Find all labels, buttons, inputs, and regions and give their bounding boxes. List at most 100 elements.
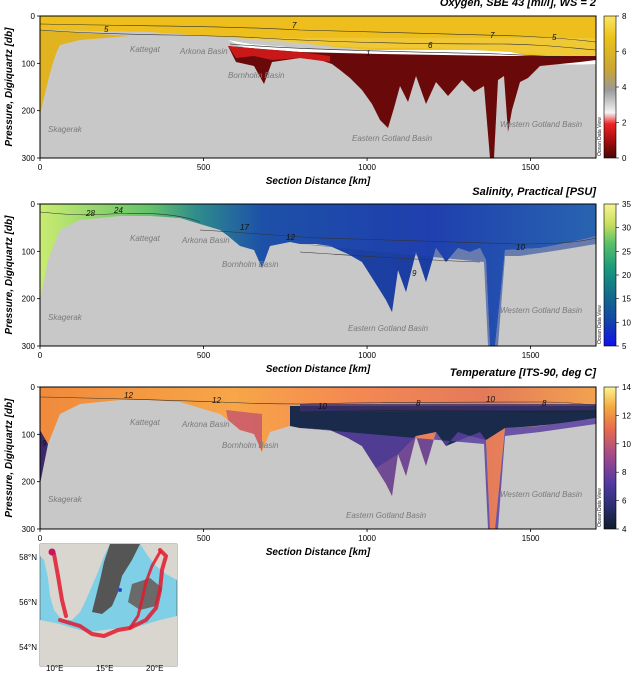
watermark: Ocean Data View <box>597 117 603 156</box>
basin-label: Western Gotland Basin <box>500 306 583 315</box>
oxygen-deep-hypoxic <box>228 46 596 158</box>
x-tick-label: 0 <box>38 351 43 360</box>
x-tick-label: 1500 <box>522 163 540 172</box>
basin-label: Kattegat <box>130 234 161 243</box>
temperature-deep-water <box>300 418 596 529</box>
x-tick-label: 1500 <box>522 534 540 543</box>
basin-label: Skagerak <box>48 495 83 504</box>
salinity-water <box>40 204 596 346</box>
station-marker <box>48 548 56 556</box>
station-marker <box>118 588 122 592</box>
basin-label: Bornholm Basin <box>222 260 279 269</box>
map-lon-label: 20°E <box>146 664 163 672</box>
colorbar <box>603 203 617 347</box>
basin-label: Eastern Gotland Basin <box>352 134 433 143</box>
x-tick-label: 500 <box>197 534 211 543</box>
colorbar-tick-label: 30 <box>622 224 631 233</box>
contour-line <box>299 410 596 413</box>
panel-oxygen: Oxygen, SBE 43 [ml/l], WS = 2 5 7 6 7 5 … <box>39 0 617 159</box>
map-lat-label: 56°N <box>19 598 37 607</box>
colorbar-tick-label: 6 <box>622 48 627 57</box>
y-tick-label: 200 <box>22 295 36 304</box>
y-axis-label: Pressure, Digiquartz [db] <box>4 215 15 335</box>
map-lat-label: 54°N <box>19 643 37 652</box>
x-axis-label: Section Distance [km] <box>266 364 371 375</box>
x-tick-label: 0 <box>38 534 43 543</box>
y-tick-label: 100 <box>22 430 36 439</box>
contour-label: 8 <box>416 399 421 408</box>
contour-label: 9 <box>42 439 47 448</box>
cruise-track <box>52 552 68 618</box>
x-axis-label: Section Distance [km] <box>266 547 371 558</box>
oxygen-skagerak-water <box>40 30 130 115</box>
salinity-deep-water <box>300 236 596 346</box>
colorbar-tick-label: 6 <box>622 497 627 506</box>
colorbar-tick-label: 8 <box>622 12 627 21</box>
contour-label: 28 <box>85 209 95 218</box>
y-tick-label: 0 <box>31 383 36 392</box>
x-tick-label: 1000 <box>358 534 376 543</box>
contour-label: 8 <box>542 399 547 408</box>
temperature-skagerak-deep <box>40 430 48 484</box>
contour-label: 12 <box>212 396 221 405</box>
colorbar-tick-label: 0 <box>622 154 627 163</box>
basin-label: Kattegat <box>130 45 161 54</box>
colorbar-tick-label: 20 <box>622 271 631 280</box>
map-inset: 58°N 56°N 54°N 10°E 15°E 20°E <box>19 543 178 673</box>
contour-line <box>299 401 597 407</box>
map-baltic-deep <box>128 578 162 610</box>
panel-title: Oxygen, SBE 43 [ml/l], WS = 2 <box>440 0 596 9</box>
colorbar-tick-label: 10 <box>622 318 631 327</box>
contour-label: 9 <box>412 269 417 278</box>
basin-label: Skagerak <box>48 125 83 134</box>
temperature-bornholm-water <box>226 410 262 452</box>
colorbar-tick-label: 10 <box>622 440 631 449</box>
contour-label: 10 <box>516 243 525 252</box>
map-lon-label: 10°E <box>46 664 63 672</box>
x-axis-label: Section Distance [km] <box>266 176 371 187</box>
contour-line <box>39 23 597 43</box>
y-tick-label: 0 <box>31 200 36 209</box>
contour-label: 1 <box>366 49 370 58</box>
panel-temperature: Temperature [ITS-90, deg C] 12 12 10 8 1… <box>39 367 617 530</box>
basin-label: Arkona Basin <box>179 47 228 56</box>
y-tick-label: 300 <box>22 154 36 163</box>
map-land-south <box>40 616 177 666</box>
contour-line <box>199 229 597 245</box>
map-land-finland <box>140 544 177 580</box>
contour-label: 17 <box>240 223 249 232</box>
colorbar-tick-label: 14 <box>622 383 631 392</box>
colorbar-tick-label: 35 <box>622 200 631 209</box>
colorbar-tick-label: 4 <box>622 525 627 534</box>
cruise-track <box>128 550 162 630</box>
colorbar-tick-label: 2 <box>622 119 627 128</box>
plot-frame <box>39 386 597 530</box>
contour-line <box>39 29 597 51</box>
basin-label: Eastern Gotland Basin <box>346 511 427 520</box>
basin-label: Western Gotland Basin <box>500 120 583 129</box>
map-land-sweden <box>92 544 140 614</box>
basin-label: Western Gotland Basin <box>500 490 583 499</box>
temperature-thermocline <box>300 404 596 412</box>
colorbar-tick-label: 12 <box>622 411 631 420</box>
contour-label: 5 <box>104 25 109 34</box>
colorbar-tick-label: 5 <box>622 342 627 351</box>
oxygen-upper-water <box>230 38 596 57</box>
contour-label: 12 <box>124 391 133 400</box>
y-tick-label: 0 <box>31 12 36 21</box>
basin-label: Bornholm Basin <box>222 441 279 450</box>
colorbar-tick-label: 25 <box>622 247 631 256</box>
cruise-track <box>58 548 168 638</box>
y-tick-label: 100 <box>22 59 36 68</box>
y-tick-label: 300 <box>22 342 36 351</box>
contour-line <box>299 251 481 263</box>
x-tick-label: 500 <box>197 351 211 360</box>
colorbar <box>603 15 617 159</box>
contour-label: 7 <box>490 31 495 40</box>
basin-label: Bornholm Basin <box>228 71 285 80</box>
panel-title: Temperature [ITS-90, deg C] <box>450 367 597 379</box>
contour-label: 24 <box>113 206 123 215</box>
y-axis-label: Pressure, Digiquartz [db] <box>4 398 15 518</box>
